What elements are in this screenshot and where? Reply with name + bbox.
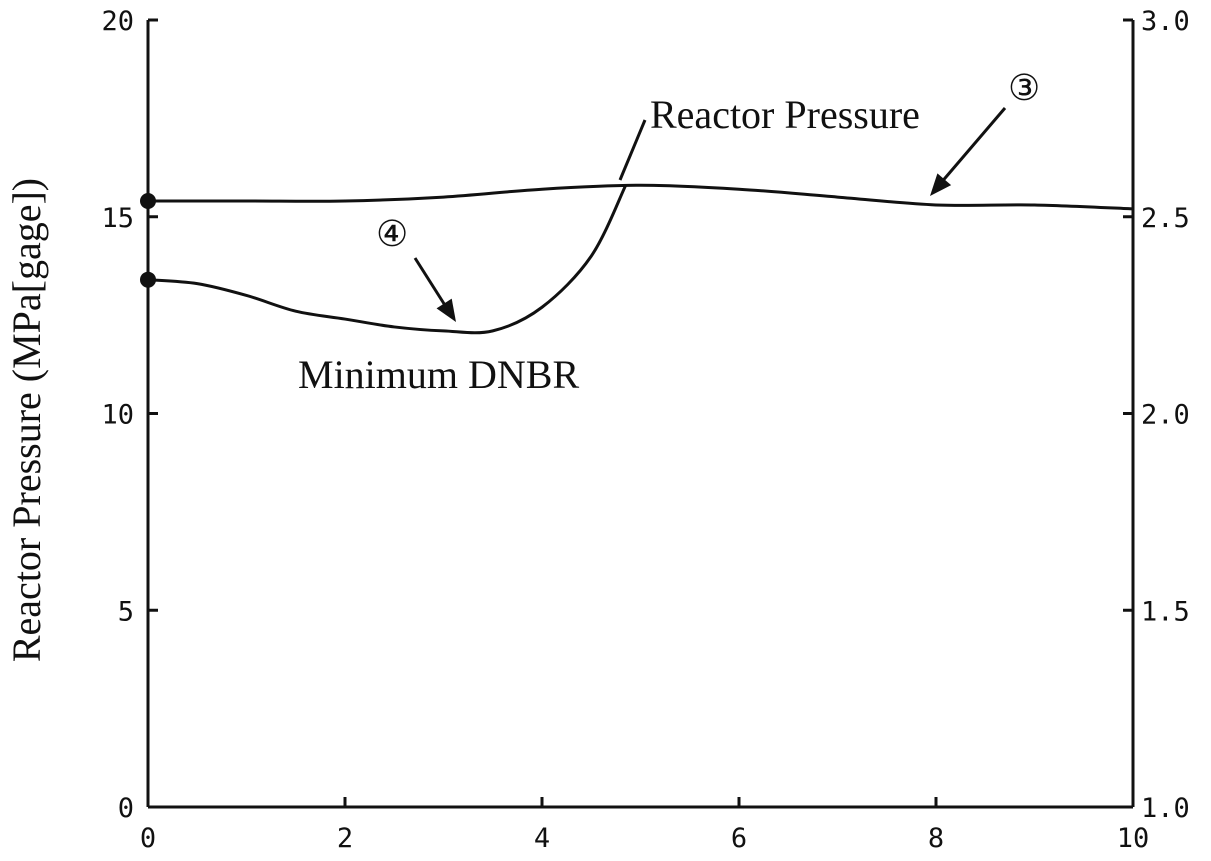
x-tick-label: 4 — [534, 823, 550, 854]
y-tick-label: 0 — [118, 793, 134, 824]
y-tick-label: 15 — [101, 203, 134, 234]
annotation-arrow — [413, 257, 450, 311]
annotation-label: Minimum DNBR — [298, 352, 579, 397]
y2-tick-label: 1.0 — [1141, 793, 1190, 824]
y2-tick-label: 2.0 — [1141, 400, 1190, 431]
annotation-arrowhead — [436, 298, 456, 322]
annotations: Reactor Pressure ③ Minimum DNBR ④ — [298, 68, 1040, 397]
x-tick-label: 0 — [140, 823, 156, 854]
plot-frame — [146, 20, 1135, 809]
y-tick-label: 20 — [101, 6, 134, 37]
axis-ticks: 0 5 10 15 20 1.0 1.5 2.0 2.5 3.0 0 2 4 6 8 10 — [101, 6, 1189, 854]
annotation-marker: ④ — [376, 214, 408, 255]
x-tick-label: 10 — [1117, 823, 1150, 854]
series-line — [147, 183, 1134, 211]
y2-tick-label: 2.5 — [1141, 203, 1190, 234]
series-start-point — [140, 193, 156, 210]
x-tick-label: 6 — [731, 823, 747, 854]
annotation-leader — [618, 119, 647, 181]
y-axis-label: Reactor Pressure (MPa[gage]) — [4, 178, 49, 662]
annotation-arrow — [938, 107, 1007, 185]
y2-tick-label: 1.5 — [1141, 596, 1190, 627]
series-start-point — [140, 271, 156, 288]
annotation-label: Reactor Pressure — [650, 92, 920, 137]
series-layer — [140, 183, 1134, 335]
y-tick-label: 10 — [101, 400, 134, 431]
series-line — [147, 184, 628, 335]
annotation-arrowhead — [930, 173, 952, 196]
annotation-marker: ③ — [1008, 68, 1040, 109]
y2-tick-label: 3.0 — [1141, 6, 1190, 37]
x-tick-label: 8 — [928, 823, 944, 854]
y-tick-label: 5 — [118, 596, 134, 627]
x-tick-label: 2 — [337, 823, 353, 854]
